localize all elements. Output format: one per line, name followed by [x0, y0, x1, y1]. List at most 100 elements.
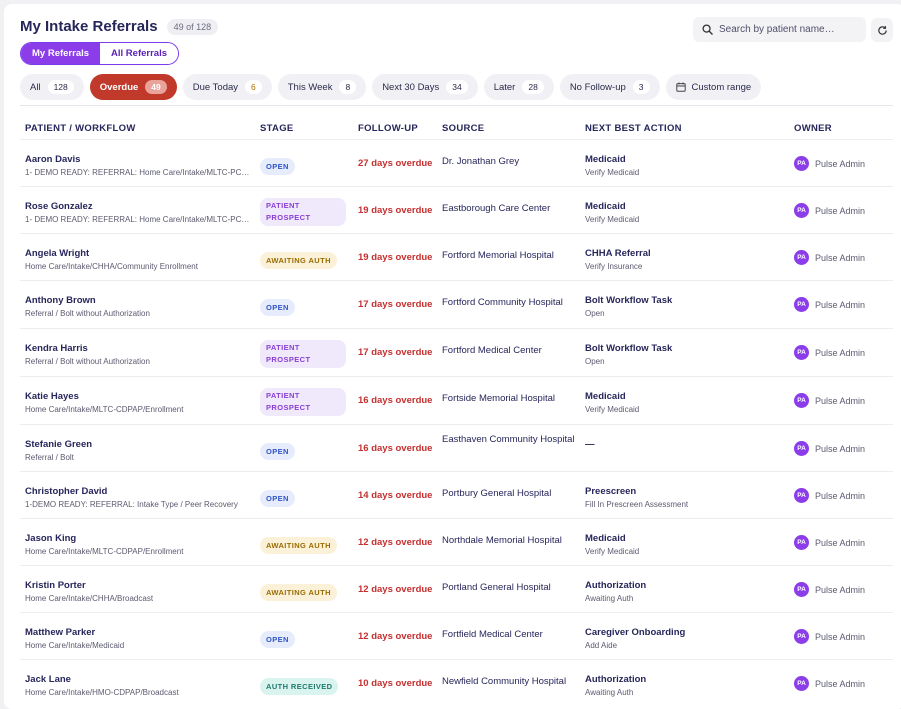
next-best-action[interactable]: Bolt Workflow Task Open: [585, 343, 672, 366]
filter-all[interactable]: All 128: [20, 74, 84, 100]
table-row[interactable]: Anthony Brown Referral / Bolt without Aut…: [20, 280, 893, 327]
filter-label: Later: [493, 81, 516, 93]
stage-badge: AUTH RECEIVED: [260, 678, 339, 695]
followup-status: 12 days overdue: [358, 631, 433, 642]
action-subtitle: Add Aide: [585, 641, 618, 650]
next-best-action[interactable]: CHHA Referral Verify Insurance: [585, 248, 651, 271]
next-best-action[interactable]: Medicaid Verify Medicaid: [585, 533, 639, 556]
table-row[interactable]: Jason King Home Care/Intake/MLTC-CDPAP/En…: [20, 518, 893, 565]
owner-cell: PA Pulse Admin: [794, 393, 865, 408]
patient-name[interactable]: Jack Lane: [25, 674, 71, 685]
action-title: Medicaid: [585, 391, 626, 402]
table-row[interactable]: Rose Gonzalez 1- DEMO READY: REFERRAL: Ho…: [20, 186, 893, 233]
referral-source: Eastborough Care Center: [442, 203, 551, 214]
referral-source: Newfield Community Hospital: [442, 676, 567, 687]
next-best-action[interactable]: Medicaid Verify Medicaid: [585, 391, 639, 414]
table-row[interactable]: Matthew Parker Home Care/Intake/Medicaid O…: [20, 612, 893, 659]
stage-badge: AWAITING AUTH: [260, 537, 337, 554]
avatar: PA: [794, 676, 809, 691]
patient-name[interactable]: Kristin Porter: [25, 580, 86, 591]
next-best-action[interactable]: Authorization Awaiting Auth: [585, 580, 646, 603]
stage-cell: OPEN: [260, 297, 295, 316]
page-title: My Intake Referrals: [20, 18, 158, 35]
filter-count: 8: [339, 80, 357, 94]
referrals-panel: My Intake Referrals 49 of 128 My Referra…: [4, 4, 901, 709]
next-best-action[interactable]: —: [585, 439, 595, 453]
table-row[interactable]: Jack Lane Home Care/Intake/HMO-CDPAP/Broa…: [20, 659, 893, 706]
avatar: PA: [794, 488, 809, 503]
workflow-path: Home Care/Intake/HMO-CDPAP/Broadcast: [25, 688, 179, 697]
patient-name[interactable]: Aaron Davis: [25, 154, 81, 165]
next-best-action[interactable]: Medicaid Verify Medicaid: [585, 201, 639, 224]
column-header-stage[interactable]: STAGE: [260, 123, 294, 134]
patient-name[interactable]: Angela Wright: [25, 248, 90, 259]
next-best-action[interactable]: Bolt Workflow Task Open: [585, 295, 672, 318]
filter-count: 3: [632, 80, 650, 94]
filter-next-30-days[interactable]: Next 30 Days 34: [372, 74, 478, 100]
filter-label: All: [30, 81, 41, 93]
table-row[interactable]: Stefanie Green Referral / Bolt OPEN 16 days…: [20, 424, 893, 471]
patient-name[interactable]: Anthony Brown: [25, 295, 96, 306]
referral-source: Dr. Jonathan Grey: [442, 156, 520, 167]
my-referrals-tab[interactable]: My Referrals: [21, 43, 101, 64]
column-header-next-action[interactable]: NEXT BEST ACTION: [585, 123, 682, 134]
followup-status: 16 days overdue: [358, 395, 433, 406]
column-header-followup[interactable]: FOLLOW-UP: [358, 123, 419, 134]
patient-cell: Rose Gonzalez 1- DEMO READY: REFERRAL: Ho…: [25, 201, 250, 224]
patient-cell: Katie Hayes Home Care/Intake/MLTC-CDPAP/E…: [25, 391, 250, 414]
all-referrals-tab[interactable]: All Referrals: [100, 43, 179, 64]
filter-later[interactable]: Later 28: [483, 74, 554, 100]
action-title: —: [585, 439, 595, 450]
patient-cell: Kristin Porter Home Care/Intake/CHHA/Broa…: [25, 580, 250, 603]
referral-source: Portland General Hospital: [442, 582, 551, 593]
filter-label: Next 30 Days: [382, 81, 440, 93]
column-header-patient[interactable]: PATIENT / WORKFLOW: [25, 123, 136, 134]
table-row[interactable]: Aaron Davis 1- DEMO READY: REFERRAL: Home…: [20, 139, 893, 186]
owner-name: Pulse Admin: [815, 395, 866, 406]
table-row[interactable]: Katie Hayes Home Care/Intake/MLTC-CDPAP/E…: [20, 376, 893, 423]
owner-name: Pulse Admin: [815, 631, 866, 642]
search-input[interactable]: [719, 24, 859, 35]
table-row[interactable]: Christopher David 1-DEMO READY: REFERRAL:…: [20, 471, 893, 518]
referral-source: Portbury General Hospital: [442, 488, 552, 499]
action-title: Bolt Workflow Task: [585, 343, 673, 354]
table-row[interactable]: Kendra Harris Referral / Bolt without Aut…: [20, 328, 893, 375]
refresh-icon: [877, 25, 887, 35]
owner-cell: PA Pulse Admin: [794, 345, 865, 360]
patient-name[interactable]: Jason King: [25, 533, 77, 544]
next-best-action[interactable]: Caregiver Onboarding Add Aide: [585, 627, 685, 650]
followup-status: 27 days overdue: [358, 158, 433, 169]
filter-due-today[interactable]: Due Today 6: [182, 74, 272, 100]
refresh-button[interactable]: [871, 18, 893, 42]
next-best-action[interactable]: Authorization Awaiting Auth: [585, 674, 646, 697]
column-header-owner[interactable]: OWNER: [794, 123, 832, 134]
search-box[interactable]: [693, 17, 866, 42]
stage-badge: OPEN: [260, 443, 295, 460]
filter-custom-range[interactable]: Custom range: [665, 74, 762, 100]
filter-label: Custom range: [691, 81, 752, 93]
stage-cell: OPEN: [260, 629, 295, 648]
patient-name[interactable]: Katie Hayes: [25, 391, 79, 402]
table-row[interactable]: Kristin Porter Home Care/Intake/CHHA/Broa…: [20, 565, 893, 612]
patient-cell: Stefanie Green Referral / Bolt: [25, 439, 250, 462]
avatar: PA: [794, 345, 809, 360]
patient-name[interactable]: Rose Gonzalez: [25, 201, 93, 212]
stage-cell: OPEN: [260, 441, 295, 460]
view-toggle: My Referrals All Referrals: [20, 42, 180, 65]
patient-name[interactable]: Matthew Parker: [25, 627, 96, 638]
stage-cell: PATIENT PROSPECT: [260, 340, 346, 368]
filter-no-followup[interactable]: No Follow-up 3: [559, 74, 660, 100]
table-row[interactable]: Angela Wright Home Care/Intake/CHHA/Commu…: [20, 233, 893, 280]
next-best-action[interactable]: Preescreen Fill In Prescreen Assessment: [585, 486, 688, 509]
filter-overdue[interactable]: Overdue 49: [89, 74, 177, 100]
stage-cell: OPEN: [260, 488, 295, 507]
patient-cell: Jack Lane Home Care/Intake/HMO-CDPAP/Broa…: [25, 674, 250, 697]
next-best-action[interactable]: Medicaid Verify Medicaid: [585, 154, 639, 177]
filter-this-week[interactable]: This Week 8: [277, 74, 367, 100]
column-header-source[interactable]: SOURCE: [442, 123, 485, 134]
patient-name[interactable]: Christopher David: [25, 486, 108, 497]
patient-name[interactable]: Stefanie Green: [25, 439, 93, 450]
action-subtitle: Verify Medicaid: [585, 547, 640, 556]
patient-name[interactable]: Kendra Harris: [25, 343, 88, 354]
workflow-path: Referral / Bolt without Authorization: [25, 309, 150, 318]
